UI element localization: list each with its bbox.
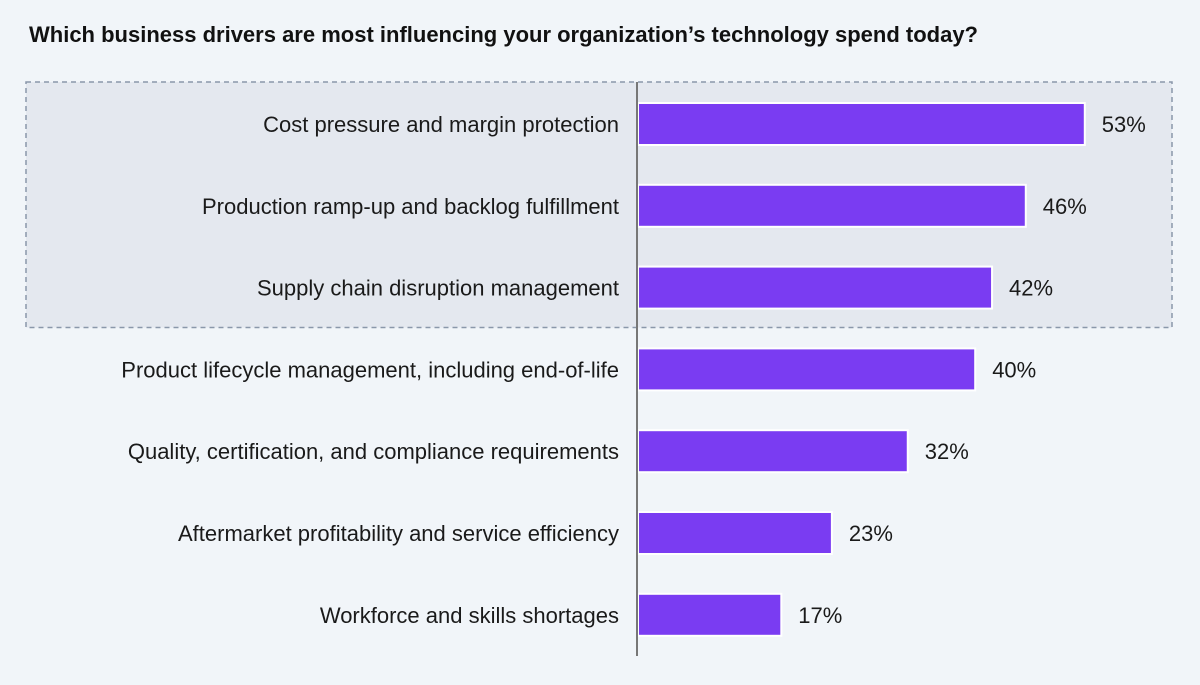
value-label: 42% (1009, 276, 1053, 301)
bar (637, 511, 833, 555)
labels-group: Cost pressure and margin protection 53% Pr… (121, 112, 1146, 628)
category-label: Supply chain disruption management (257, 276, 619, 301)
category-label: Cost pressure and margin protection (263, 112, 619, 137)
value-label: 17% (798, 603, 842, 628)
category-label: Product lifecycle management, including … (121, 357, 619, 382)
bar (637, 429, 909, 474)
bar (637, 183, 1027, 228)
value-label: 40% (992, 357, 1036, 382)
category-label: Workforce and skills shortages (320, 603, 619, 628)
category-label: Aftermarket profitability and service ef… (178, 521, 619, 546)
chart-title: Which business drivers are most influenc… (29, 22, 978, 47)
value-label: 53% (1102, 112, 1146, 137)
bar (637, 592, 783, 637)
bars-group (637, 102, 1086, 637)
value-label: 23% (849, 521, 893, 546)
value-label: 32% (925, 439, 969, 464)
bar (637, 102, 1086, 146)
category-label: Quality, certification, and compliance r… (128, 439, 619, 464)
value-label: 46% (1043, 194, 1087, 219)
bar (637, 265, 994, 310)
category-label: Production ramp-up and backlog fulfillme… (202, 194, 619, 219)
bar (637, 347, 977, 392)
